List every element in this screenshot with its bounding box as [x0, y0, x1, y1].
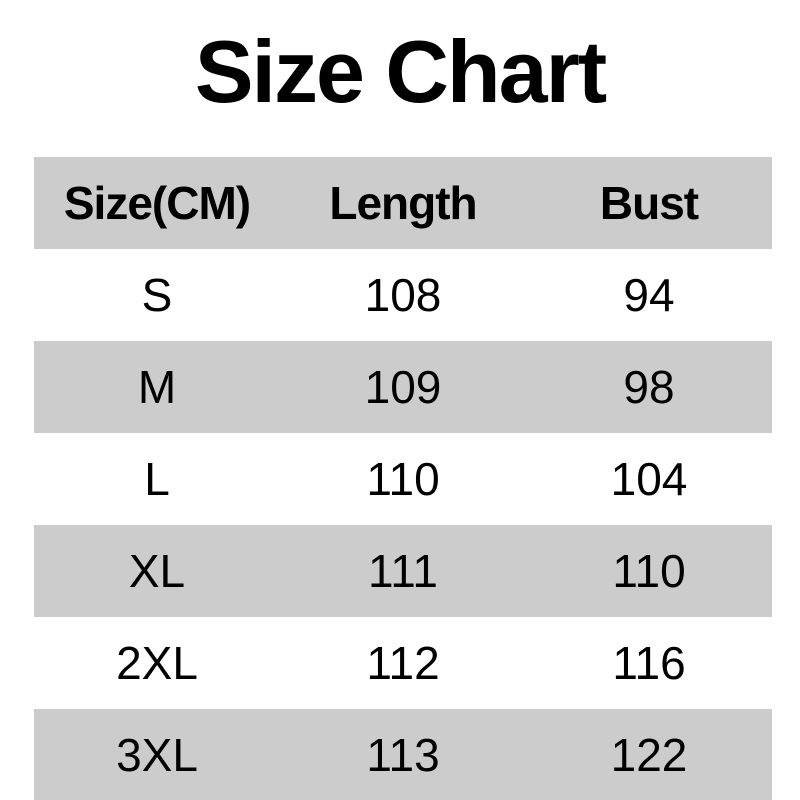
table-row-3xl: 3XL 113 122	[34, 709, 772, 800]
table-header-row: Size(CM) Length Bust	[34, 157, 772, 249]
table-row-2xl: 2XL 112 116	[34, 617, 772, 709]
cell-size: S	[141, 269, 173, 321]
cell-length: 111	[368, 545, 438, 597]
page-title: Size Chart	[194, 22, 607, 121]
cell-size: M	[137, 361, 177, 413]
cell-length: 112	[366, 637, 440, 689]
cell-bust: 98	[623, 361, 675, 413]
cell-bust: 104	[610, 453, 688, 505]
table-row-l: L 110 104	[34, 433, 772, 525]
header-cell-bust: Bust	[599, 177, 699, 229]
cell-size: 2XL	[116, 637, 198, 689]
cell-length: 109	[364, 361, 442, 413]
table-row-s: S 108 94	[34, 249, 772, 341]
cell-length: 113	[366, 729, 440, 781]
cell-length: 110	[366, 453, 440, 505]
header-cell-length: Length	[329, 177, 477, 229]
header-cell-size: Size(CM)	[63, 177, 251, 229]
table-row-xl: XL 111 110	[34, 525, 772, 617]
table-row-m: M 109 98	[34, 341, 772, 433]
cell-bust: 94	[623, 269, 675, 321]
cell-length: 108	[364, 269, 442, 321]
cell-bust: 110	[612, 545, 686, 597]
cell-bust: 122	[610, 729, 688, 781]
cell-size: XL	[128, 545, 186, 597]
cell-size: 3XL	[116, 729, 198, 781]
cell-size: L	[144, 453, 170, 505]
cell-bust: 116	[612, 637, 686, 689]
size-chart-table: Size(CM) Length Bust S 108 94 M 109 98 L…	[34, 157, 772, 800]
